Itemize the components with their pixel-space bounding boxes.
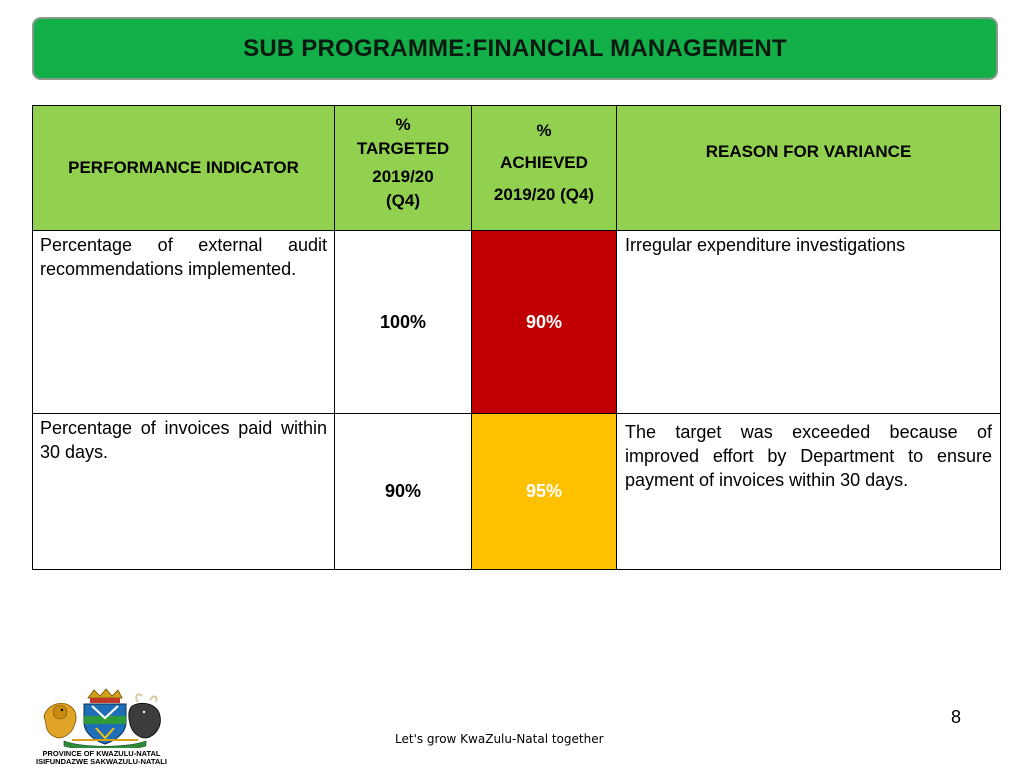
header-targeted-period-1: 2019/20 xyxy=(372,167,434,186)
header-targeted-pct: % xyxy=(395,115,411,134)
table-row: Percentage of external audit recommendat… xyxy=(32,230,1001,414)
table-header-row: PERFORMANCE INDICATOR % TARGETED 2019/20… xyxy=(32,105,1001,231)
header-targeted: % TARGETED 2019/20 (Q4) xyxy=(334,105,472,231)
header-reason-for-variance: REASON FOR VARIANCE xyxy=(616,105,1001,231)
title-bar: SUB PROGRAMME:FINANCIAL MANAGEMENT xyxy=(32,17,998,80)
footer-slogan: Let's grow KwaZulu-Natal together xyxy=(395,732,604,746)
reason-cell: The target was exceeded because of impro… xyxy=(616,413,1001,570)
target-cell: 100% xyxy=(334,230,472,414)
header-reason-label: REASON FOR VARIANCE xyxy=(705,142,912,161)
header-achieved-period: 2019/20 (Q4) xyxy=(493,185,595,204)
header-achieved-pct: % xyxy=(536,121,552,140)
kzn-coat-of-arms-icon xyxy=(43,688,161,748)
header-targeted-label: TARGETED xyxy=(356,139,450,158)
header-indicator-label: PERFORMANCE INDICATOR xyxy=(68,158,299,177)
target-cell: 90% xyxy=(334,413,472,570)
indicator-cell: Percentage of invoices paid within 30 da… xyxy=(32,413,335,570)
header-performance-indicator: PERFORMANCE INDICATOR xyxy=(32,105,335,231)
header-achieved: % ACHIEVED 2019/20 (Q4) xyxy=(471,105,617,231)
indicator-cell: Percentage of external audit recommendat… xyxy=(32,230,335,414)
provincial-logo: PROVINCE OF KWAZULU-NATAL ISIFUNDAZWE SA… xyxy=(34,686,169,766)
achieved-cell-red: 90% xyxy=(471,230,617,414)
slide-title: SUB PROGRAMME:FINANCIAL MANAGEMENT xyxy=(243,34,787,62)
logo-caption-line1: PROVINCE OF KWAZULU-NATAL xyxy=(42,749,161,758)
logo-caption-line2: ISIFUNDAZWE SAKWAZULU-NATALI xyxy=(36,757,167,766)
page-number: 8 xyxy=(951,707,962,727)
performance-table: PERFORMANCE INDICATOR % TARGETED 2019/20… xyxy=(32,105,1001,570)
header-achieved-label: ACHIEVED xyxy=(500,153,588,172)
header-targeted-period-2: (Q4) xyxy=(386,191,420,210)
achieved-cell-amber: 95% xyxy=(471,413,617,570)
reason-cell: Irregular expenditure investigations xyxy=(616,230,1001,414)
table-row: Percentage of invoices paid within 30 da… xyxy=(32,413,1001,570)
